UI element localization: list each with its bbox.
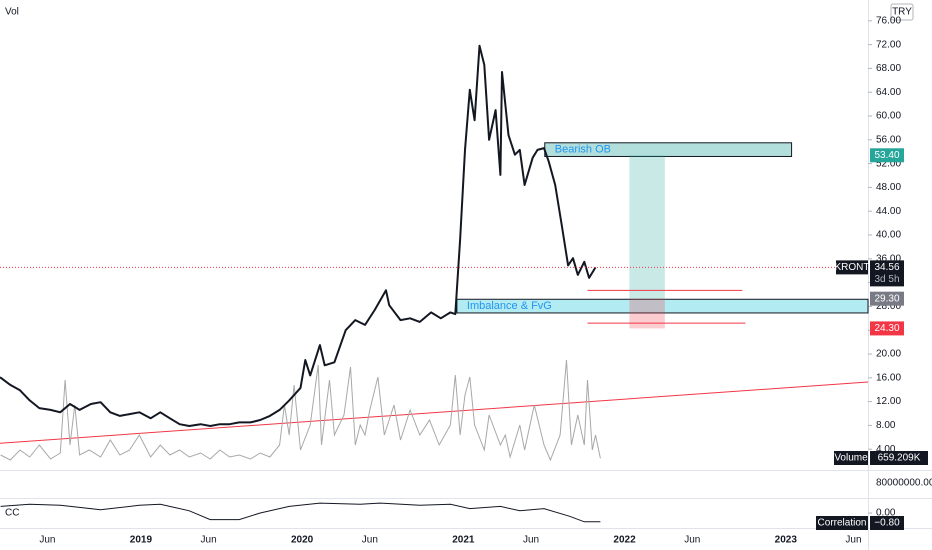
stop-tag: 24.30 [874, 323, 899, 334]
y-tick-label: 56.00 [876, 134, 901, 145]
x-tick-label: 2019 [130, 535, 153, 546]
y-tick-label: 16.00 [876, 372, 901, 383]
countdown-tag: 3d 5h [874, 274, 899, 285]
x-tick-label: Jun [684, 535, 700, 546]
trend-line [0, 381, 869, 444]
zone-label: Bearish OB [555, 144, 611, 156]
x-tick-label: Jun [845, 535, 861, 546]
legend: Vol [5, 7, 19, 18]
y-tick-label: 28.00 [876, 301, 901, 312]
zone-label: Imbalance & FvG [467, 300, 552, 312]
legend: CC [5, 508, 19, 519]
corr-name-tag-bg [816, 516, 868, 530]
entry-tag-bg [870, 291, 904, 306]
y-tick-label: 52.00 [876, 158, 901, 169]
volume-name-tag: Volume [834, 453, 868, 464]
entry-tag: 29.30 [874, 293, 899, 304]
volume-value-tag: 659.209K [878, 453, 921, 464]
x-tick-label: Jun [39, 535, 55, 546]
y-tick-label: 12.00 [876, 396, 901, 407]
symbol-tag-bg [836, 260, 868, 275]
y-tick-label: 60.00 [876, 111, 901, 122]
zone-box [456, 298, 869, 314]
y-tick-label: 4.00 [876, 444, 896, 455]
y-tick-label: 68.00 [876, 63, 901, 74]
volume-value-tag-bg [870, 451, 928, 465]
target-zone [629, 155, 665, 299]
price-tag-bg [870, 260, 904, 275]
x-tick-label: 2022 [613, 535, 636, 546]
stop-zone [629, 298, 665, 329]
y-tick-label: 64.00 [876, 87, 901, 98]
y-tick-label: 8.00 [876, 420, 896, 431]
y-tick-label: 76.00 [876, 15, 901, 26]
x-tick-label: Jun [523, 535, 539, 546]
y-tick-label: 80000000.00 [876, 478, 932, 489]
currency-box[interactable] [890, 3, 914, 21]
target-tag-bg [870, 148, 904, 163]
x-tick-label: Jun [362, 535, 378, 546]
y-tick-label: 40.00 [876, 230, 901, 241]
corr-name-tag: Correlation [818, 518, 867, 529]
y-tick-label: 48.00 [876, 182, 901, 193]
price-line [0, 44, 597, 427]
countdown-tag-bg [870, 272, 904, 287]
x-tick-label: 2021 [452, 535, 475, 546]
symbol-tag: KRONT [835, 262, 870, 273]
x-tick-label: 2023 [775, 535, 798, 546]
y-tick-label: 72.00 [876, 39, 901, 50]
corr-value-tag: −0.80 [874, 518, 900, 529]
line [0, 502, 601, 523]
x-tick-label: Jun [201, 535, 217, 546]
corr-value-tag-bg [870, 516, 904, 530]
line [0, 359, 601, 462]
y-tick-label: 0.00 [876, 508, 896, 519]
currency: TRY [892, 7, 912, 18]
y-tick-label: 44.00 [876, 206, 901, 217]
stop-tag-bg [870, 321, 904, 336]
y-tick-label: 36.00 [876, 253, 901, 264]
x-tick-label: 2020 [291, 535, 314, 546]
target-tag: 53.40 [874, 150, 899, 161]
y-tick-label: 20.00 [876, 349, 901, 360]
volume-name-tag-bg [834, 451, 868, 465]
price-tag: 34.56 [874, 262, 899, 273]
